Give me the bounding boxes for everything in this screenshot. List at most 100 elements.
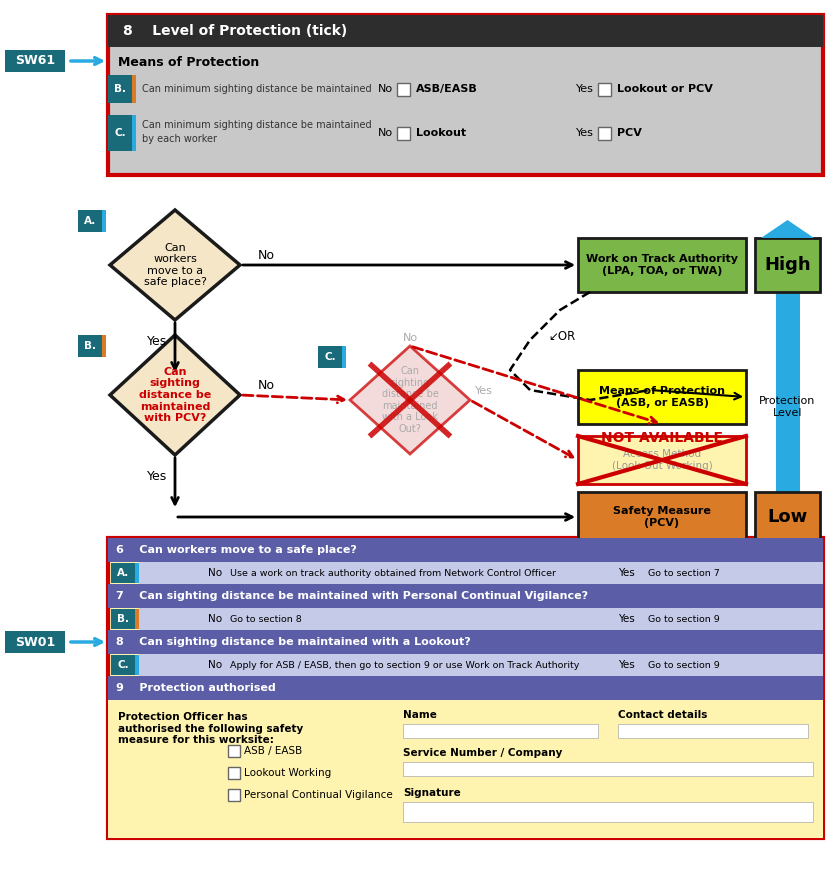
Text: Can
sighting
distance be
maintained
with a Look
Out?: Can sighting distance be maintained with… bbox=[382, 366, 438, 434]
Bar bbox=[5, 631, 65, 653]
Text: Signature: Signature bbox=[403, 788, 461, 798]
Bar bbox=[228, 767, 240, 779]
Bar bbox=[108, 700, 823, 838]
Bar bbox=[111, 563, 135, 583]
Bar bbox=[598, 83, 611, 96]
Bar bbox=[78, 335, 102, 357]
Text: Safety Measure
(PCV): Safety Measure (PCV) bbox=[613, 507, 711, 527]
Bar bbox=[578, 238, 746, 292]
Text: No: No bbox=[258, 249, 275, 262]
Bar bbox=[618, 724, 808, 738]
Text: No: No bbox=[403, 333, 418, 343]
Polygon shape bbox=[110, 210, 240, 320]
Text: A.: A. bbox=[116, 568, 129, 578]
Bar bbox=[775, 292, 800, 492]
Text: Lookout or PCV: Lookout or PCV bbox=[617, 84, 713, 94]
Bar bbox=[598, 127, 611, 140]
Bar bbox=[755, 238, 820, 292]
Text: Contact details: Contact details bbox=[618, 710, 707, 720]
Text: Access Method
(Look Out Working): Access Method (Look Out Working) bbox=[612, 449, 712, 471]
Bar bbox=[108, 115, 132, 151]
Bar bbox=[78, 210, 102, 232]
Text: Yes: Yes bbox=[147, 335, 167, 348]
Bar bbox=[108, 538, 823, 562]
Text: Can
sighting
distance be
maintained
with PCV?: Can sighting distance be maintained with… bbox=[139, 367, 211, 423]
Text: No: No bbox=[378, 84, 394, 94]
Text: NOT AVAILABLE: NOT AVAILABLE bbox=[601, 431, 723, 445]
Text: A.: A. bbox=[84, 216, 97, 226]
Text: Lookout: Lookout bbox=[416, 128, 466, 138]
Bar bbox=[139, 654, 823, 676]
Bar bbox=[578, 436, 746, 484]
Text: Go to section 8: Go to section 8 bbox=[230, 614, 302, 623]
Bar bbox=[132, 75, 136, 103]
Text: Go to section 9: Go to section 9 bbox=[648, 614, 720, 623]
Bar bbox=[108, 676, 823, 700]
Bar bbox=[5, 50, 65, 72]
Text: ASB / EASB: ASB / EASB bbox=[244, 746, 302, 756]
Text: No: No bbox=[378, 128, 394, 138]
Bar bbox=[397, 83, 410, 96]
Bar bbox=[228, 745, 240, 757]
Text: C.: C. bbox=[324, 352, 336, 362]
Bar bbox=[755, 492, 820, 542]
Text: Yes: Yes bbox=[147, 470, 167, 483]
Bar bbox=[108, 15, 823, 47]
Text: Service Number / Company: Service Number / Company bbox=[403, 748, 562, 758]
Text: No: No bbox=[208, 614, 222, 624]
Text: ASB/EASB: ASB/EASB bbox=[416, 84, 478, 94]
Text: Protection Officer has
authorised the following safety
measure for this worksite: Protection Officer has authorised the fo… bbox=[118, 712, 303, 746]
Text: 8    Can sighting distance be maintained with a Lookout?: 8 Can sighting distance be maintained wi… bbox=[116, 637, 471, 647]
Polygon shape bbox=[110, 335, 240, 455]
Bar bbox=[135, 655, 139, 675]
Bar bbox=[578, 492, 746, 542]
Text: Go to section 9: Go to section 9 bbox=[648, 660, 720, 669]
Text: B.: B. bbox=[114, 84, 126, 94]
Text: Low: Low bbox=[767, 508, 808, 526]
Text: Personal Continual Vigilance: Personal Continual Vigilance bbox=[244, 790, 393, 800]
Text: No: No bbox=[208, 568, 222, 578]
Text: Name: Name bbox=[403, 710, 437, 720]
Bar bbox=[135, 609, 139, 629]
Text: Go to section 7: Go to section 7 bbox=[648, 568, 720, 578]
Text: Yes: Yes bbox=[618, 568, 635, 578]
Text: Yes: Yes bbox=[475, 386, 493, 396]
Bar bbox=[108, 630, 823, 654]
Bar bbox=[342, 346, 346, 368]
Text: Can minimum sighting distance be maintained: Can minimum sighting distance be maintai… bbox=[142, 120, 372, 130]
Text: C.: C. bbox=[117, 660, 129, 670]
Bar bbox=[397, 127, 410, 140]
Text: Yes: Yes bbox=[618, 660, 635, 670]
Bar bbox=[403, 762, 813, 776]
Text: Lookout Working: Lookout Working bbox=[244, 768, 331, 778]
Text: High: High bbox=[764, 256, 811, 274]
Bar bbox=[139, 608, 823, 630]
Text: Means of Protection: Means of Protection bbox=[118, 56, 260, 70]
Text: B.: B. bbox=[117, 614, 129, 624]
Bar bbox=[108, 15, 823, 175]
Bar bbox=[102, 335, 106, 357]
Text: by each worker: by each worker bbox=[142, 134, 217, 144]
Text: SW61: SW61 bbox=[15, 55, 55, 68]
Text: Use a work on track authority obtained from Network Control Officer: Use a work on track authority obtained f… bbox=[230, 568, 556, 578]
Bar bbox=[111, 655, 135, 675]
Bar bbox=[102, 210, 106, 232]
Polygon shape bbox=[761, 220, 814, 238]
Text: No: No bbox=[208, 660, 222, 670]
Bar bbox=[403, 802, 813, 822]
Text: Means of Protection
(ASB, or EASB): Means of Protection (ASB, or EASB) bbox=[599, 386, 725, 408]
Text: SW01: SW01 bbox=[15, 635, 55, 648]
Bar bbox=[318, 346, 342, 368]
Text: 7    Can sighting distance be maintained with Personal Continual Vigilance?: 7 Can sighting distance be maintained wi… bbox=[116, 591, 588, 601]
Text: Can minimum sighting distance be maintained: Can minimum sighting distance be maintai… bbox=[142, 84, 372, 94]
Text: Can
workers
move to a
safe place?: Can workers move to a safe place? bbox=[144, 242, 206, 288]
Text: Protection
Level: Protection Level bbox=[760, 396, 815, 418]
Bar bbox=[139, 562, 823, 584]
Bar bbox=[132, 115, 136, 151]
Bar bbox=[228, 789, 240, 801]
Bar bbox=[108, 538, 823, 838]
Bar bbox=[403, 724, 598, 738]
Text: Yes: Yes bbox=[576, 84, 594, 94]
Bar bbox=[135, 563, 139, 583]
Text: Work on Track Authority
(LPA, TOA, or TWA): Work on Track Authority (LPA, TOA, or TW… bbox=[586, 255, 738, 275]
